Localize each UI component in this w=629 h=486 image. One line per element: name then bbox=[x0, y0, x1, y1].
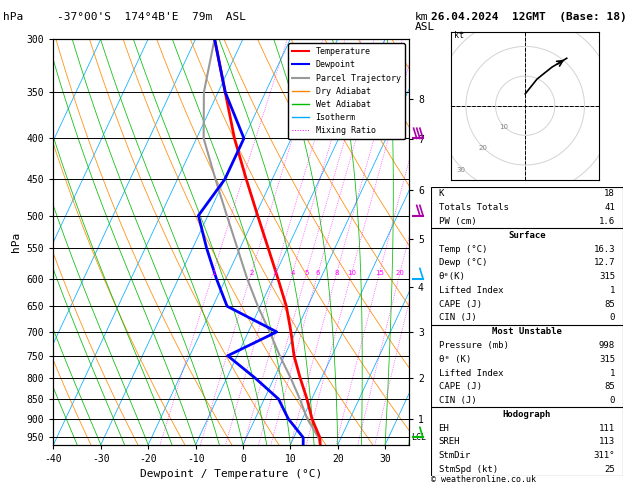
Legend: Temperature, Dewpoint, Parcel Trajectory, Dry Adiabat, Wet Adiabat, Isotherm, Mi: Temperature, Dewpoint, Parcel Trajectory… bbox=[288, 43, 404, 139]
Text: 25: 25 bbox=[604, 465, 615, 474]
Text: 1: 1 bbox=[610, 368, 615, 378]
Text: 15: 15 bbox=[375, 270, 384, 276]
Text: 85: 85 bbox=[604, 382, 615, 391]
Text: 0: 0 bbox=[610, 396, 615, 405]
Text: CIN (J): CIN (J) bbox=[438, 396, 476, 405]
Text: © weatheronline.co.uk: © weatheronline.co.uk bbox=[431, 474, 536, 484]
Text: 8: 8 bbox=[335, 270, 339, 276]
Text: ASL: ASL bbox=[415, 22, 435, 32]
Y-axis label: hPa: hPa bbox=[11, 232, 21, 252]
Text: CIN (J): CIN (J) bbox=[438, 313, 476, 322]
Text: 5: 5 bbox=[304, 270, 309, 276]
Text: 10: 10 bbox=[347, 270, 356, 276]
Text: StmSpd (kt): StmSpd (kt) bbox=[438, 465, 498, 474]
Text: PW (cm): PW (cm) bbox=[438, 217, 476, 226]
Text: km: km bbox=[415, 12, 428, 22]
Text: Surface: Surface bbox=[508, 231, 545, 240]
Text: 315: 315 bbox=[599, 355, 615, 364]
Text: kt: kt bbox=[454, 31, 464, 39]
Text: CAPE (J): CAPE (J) bbox=[438, 382, 482, 391]
Text: CAPE (J): CAPE (J) bbox=[438, 300, 482, 309]
Text: θᵉ(K): θᵉ(K) bbox=[438, 272, 465, 281]
Text: Hodograph: Hodograph bbox=[503, 410, 551, 419]
Text: -37°00'S  174°4B'E  79m  ASL: -37°00'S 174°4B'E 79m ASL bbox=[57, 12, 245, 22]
Text: 10: 10 bbox=[499, 124, 508, 130]
Text: 998: 998 bbox=[599, 341, 615, 350]
Text: 12.7: 12.7 bbox=[594, 259, 615, 267]
Text: 315: 315 bbox=[599, 272, 615, 281]
Text: 85: 85 bbox=[604, 300, 615, 309]
Text: 3: 3 bbox=[273, 270, 277, 276]
Text: 311°: 311° bbox=[594, 451, 615, 460]
Text: K: K bbox=[438, 190, 444, 198]
Text: hPa: hPa bbox=[3, 12, 23, 22]
Text: SREH: SREH bbox=[438, 437, 460, 446]
Text: 4: 4 bbox=[291, 270, 295, 276]
Text: EH: EH bbox=[438, 424, 449, 433]
X-axis label: Dewpoint / Temperature (°C): Dewpoint / Temperature (°C) bbox=[140, 469, 322, 479]
Text: 1: 1 bbox=[211, 270, 215, 276]
Text: Lifted Index: Lifted Index bbox=[438, 286, 503, 295]
Text: Most Unstable: Most Unstable bbox=[492, 327, 562, 336]
Text: 18: 18 bbox=[604, 190, 615, 198]
Text: Lifted Index: Lifted Index bbox=[438, 368, 503, 378]
Text: Dewp (°C): Dewp (°C) bbox=[438, 259, 487, 267]
Text: StmDir: StmDir bbox=[438, 451, 470, 460]
Text: 113: 113 bbox=[599, 437, 615, 446]
Text: Pressure (mb): Pressure (mb) bbox=[438, 341, 508, 350]
Text: LCL: LCL bbox=[411, 433, 426, 442]
Text: 1: 1 bbox=[610, 286, 615, 295]
Text: 111: 111 bbox=[599, 424, 615, 433]
Text: 41: 41 bbox=[604, 203, 615, 212]
Text: 1.6: 1.6 bbox=[599, 217, 615, 226]
Text: 30: 30 bbox=[457, 167, 465, 173]
Text: 0: 0 bbox=[610, 313, 615, 322]
Text: 16.3: 16.3 bbox=[594, 244, 615, 254]
Text: 6: 6 bbox=[316, 270, 320, 276]
Text: Totals Totals: Totals Totals bbox=[438, 203, 508, 212]
Text: 2: 2 bbox=[249, 270, 253, 276]
Text: θᵉ (K): θᵉ (K) bbox=[438, 355, 470, 364]
Text: 26.04.2024  12GMT  (Base: 18): 26.04.2024 12GMT (Base: 18) bbox=[431, 12, 626, 22]
Text: 20: 20 bbox=[396, 270, 404, 276]
Text: 20: 20 bbox=[478, 145, 487, 152]
Text: Temp (°C): Temp (°C) bbox=[438, 244, 487, 254]
